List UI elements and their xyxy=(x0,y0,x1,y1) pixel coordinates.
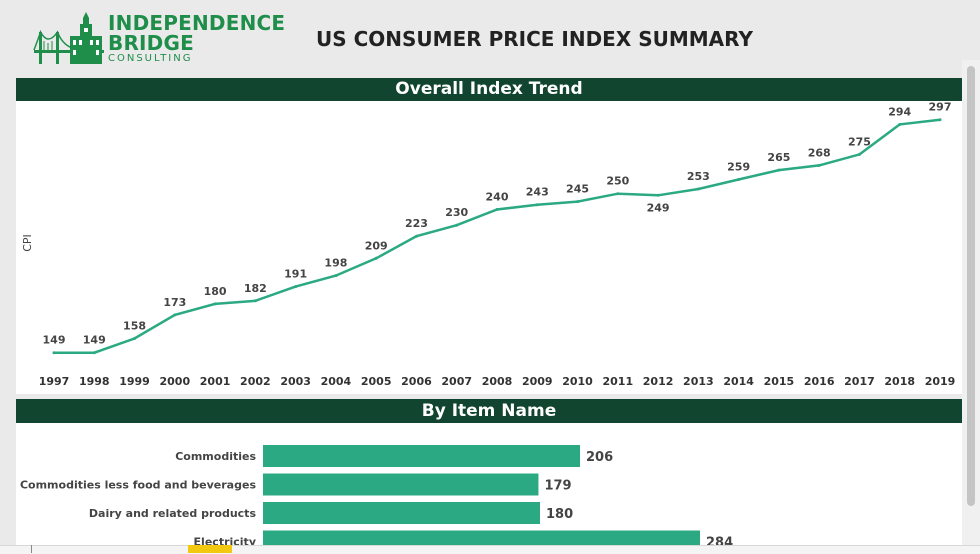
data-point[interactable] xyxy=(656,193,660,197)
data-point[interactable] xyxy=(92,351,96,355)
x-tick-label: 2000 xyxy=(160,375,191,388)
data-label: 253 xyxy=(687,170,710,183)
bar-chart[interactable]: Commodities 206 Commodities less food and … xyxy=(16,423,962,553)
x-tick-label: 1999 xyxy=(119,375,150,388)
line-chart[interactable]: CPI 149 1997 149 1998 158 1999 173 2000 180 2001 1… xyxy=(16,101,962,394)
bar-value-label: 180 xyxy=(546,507,573,522)
bar[interactable] xyxy=(263,445,580,467)
data-point[interactable] xyxy=(253,299,257,303)
data-point[interactable] xyxy=(535,203,539,207)
data-label: 149 xyxy=(83,334,106,347)
logo-text-line1: INDEPENDENCE xyxy=(108,11,286,35)
bar-value-label: 179 xyxy=(544,479,571,494)
data-label: 149 xyxy=(43,334,66,347)
data-label: 245 xyxy=(566,183,589,196)
data-point[interactable] xyxy=(414,234,418,238)
x-tick-label: 2012 xyxy=(643,375,674,388)
data-label: 297 xyxy=(929,101,952,114)
report-header: INDEPENDENCE BRIDGE CONSULTING US CONSUM… xyxy=(0,0,980,78)
vertical-scrollbar[interactable] xyxy=(962,60,980,553)
bar-value-label: 206 xyxy=(586,450,613,465)
data-label: 275 xyxy=(848,135,871,148)
data-point[interactable] xyxy=(817,163,821,167)
data-label: 173 xyxy=(163,296,186,309)
x-tick-label: 2014 xyxy=(723,375,754,388)
x-tick-label: 2002 xyxy=(240,375,271,388)
x-tick-label: 2011 xyxy=(603,375,634,388)
data-point[interactable] xyxy=(857,152,861,156)
data-label: 191 xyxy=(284,268,307,281)
x-tick-label: 2016 xyxy=(804,375,835,388)
data-label: 230 xyxy=(445,206,468,219)
company-logo: INDEPENDENCE BRIDGE CONSULTING xyxy=(32,12,285,66)
scrollbar-thumb[interactable] xyxy=(967,66,975,506)
data-label: 259 xyxy=(727,161,750,174)
data-label: 223 xyxy=(405,217,428,230)
data-point[interactable] xyxy=(696,187,700,191)
x-tick-label: 2017 xyxy=(844,375,875,388)
data-point[interactable] xyxy=(455,223,459,227)
trend-chart-title: Overall Index Trend xyxy=(16,78,962,101)
data-point[interactable] xyxy=(495,207,499,211)
x-tick-label: 2006 xyxy=(401,375,432,388)
data-label: 209 xyxy=(365,239,388,252)
x-tick-label: 2003 xyxy=(280,375,311,388)
bar[interactable] xyxy=(263,473,539,496)
x-tick-label: 2008 xyxy=(482,375,513,388)
active-page-tab[interactable] xyxy=(188,545,232,553)
x-tick-label: 2009 xyxy=(522,375,553,388)
data-label: 240 xyxy=(486,190,509,203)
data-point[interactable] xyxy=(737,178,741,182)
data-point[interactable] xyxy=(616,192,620,196)
category-label: Commodities xyxy=(175,450,256,463)
bridge-building-icon xyxy=(33,12,104,64)
x-tick-label: 2005 xyxy=(361,375,392,388)
data-label: 249 xyxy=(647,201,670,214)
data-label: 268 xyxy=(808,146,831,159)
data-point[interactable] xyxy=(173,313,177,317)
category-label: Dairy and related products xyxy=(89,507,257,520)
x-tick-label: 1998 xyxy=(79,375,110,388)
data-label: 243 xyxy=(526,186,549,199)
data-point[interactable] xyxy=(294,285,298,289)
data-point[interactable] xyxy=(374,256,378,260)
overall-index-trend-panel: Overall Index Trend CPI 149 1997 149 1998 15… xyxy=(16,78,962,394)
x-tick-label: 2013 xyxy=(683,375,714,388)
by-item-name-panel: By Item Name Commodities 206 Commodities l… xyxy=(16,399,962,553)
x-tick-label: 2004 xyxy=(321,375,352,388)
data-label: 250 xyxy=(606,175,629,188)
logo-text-line3: CONSULTING xyxy=(108,53,193,64)
data-point[interactable] xyxy=(334,274,338,278)
data-point[interactable] xyxy=(133,337,137,341)
data-label: 198 xyxy=(324,257,347,270)
data-point[interactable] xyxy=(52,351,56,355)
bar[interactable] xyxy=(263,502,540,524)
data-label: 180 xyxy=(204,285,227,298)
x-tick-label: 2010 xyxy=(562,375,593,388)
data-point[interactable] xyxy=(938,118,942,122)
x-tick-label: 2019 xyxy=(925,375,956,388)
x-tick-label: 2007 xyxy=(441,375,472,388)
data-label: 265 xyxy=(767,151,790,164)
logo-text-line2: BRIDGE xyxy=(108,31,194,55)
data-point[interactable] xyxy=(898,122,902,126)
x-tick-label: 2015 xyxy=(764,375,795,388)
data-point[interactable] xyxy=(576,200,580,204)
category-label: Commodities less food and beverages xyxy=(20,479,256,492)
y-axis-label: CPI xyxy=(21,234,34,252)
data-label: 158 xyxy=(123,320,146,333)
x-tick-label: 2001 xyxy=(200,375,231,388)
item-chart-title: By Item Name xyxy=(16,399,962,423)
page-tabs-strip xyxy=(0,545,980,554)
strip-divider xyxy=(31,545,32,553)
x-tick-label: 1997 xyxy=(39,375,70,388)
data-point[interactable] xyxy=(213,302,217,306)
x-tick-label: 2018 xyxy=(884,375,915,388)
data-label: 182 xyxy=(244,282,267,295)
data-point[interactable] xyxy=(777,168,781,172)
page-title: US CONSUMER PRICE INDEX SUMMARY xyxy=(316,27,753,51)
data-label: 294 xyxy=(888,105,911,118)
